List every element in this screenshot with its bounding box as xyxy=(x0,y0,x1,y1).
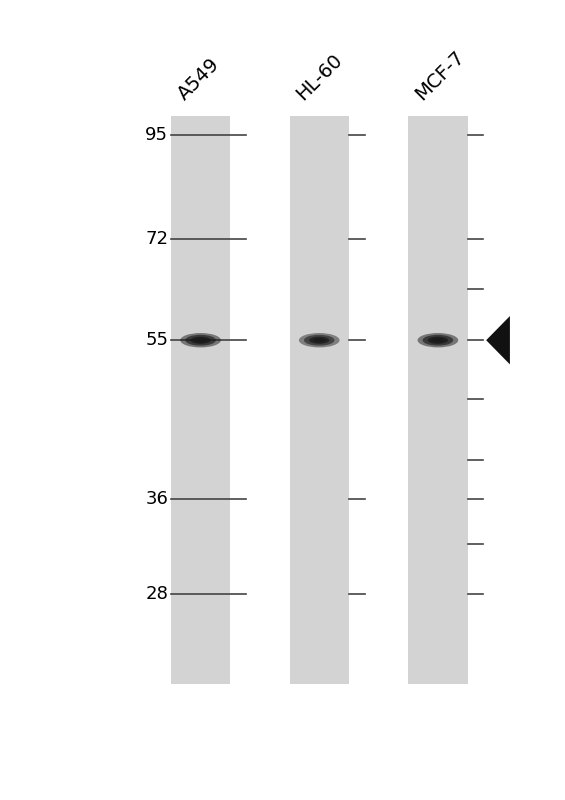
Text: 36: 36 xyxy=(145,490,168,508)
Bar xyxy=(171,116,231,684)
Text: 55: 55 xyxy=(145,331,168,350)
Text: 72: 72 xyxy=(145,230,168,248)
Ellipse shape xyxy=(313,338,325,342)
Bar xyxy=(289,116,349,684)
Text: MCF-7: MCF-7 xyxy=(411,47,468,104)
Text: A549: A549 xyxy=(174,54,223,104)
Text: 95: 95 xyxy=(145,126,168,144)
Ellipse shape xyxy=(180,333,221,347)
Ellipse shape xyxy=(423,335,453,346)
Bar xyxy=(408,116,468,684)
Ellipse shape xyxy=(309,337,329,344)
Ellipse shape xyxy=(432,338,444,342)
Text: HL-60: HL-60 xyxy=(293,50,346,104)
Text: 28: 28 xyxy=(145,585,168,602)
Ellipse shape xyxy=(428,337,448,344)
Ellipse shape xyxy=(190,337,211,344)
Ellipse shape xyxy=(194,338,207,342)
Ellipse shape xyxy=(304,335,334,346)
Ellipse shape xyxy=(185,335,216,346)
Polygon shape xyxy=(486,316,510,365)
Ellipse shape xyxy=(418,333,458,347)
Ellipse shape xyxy=(299,333,340,347)
